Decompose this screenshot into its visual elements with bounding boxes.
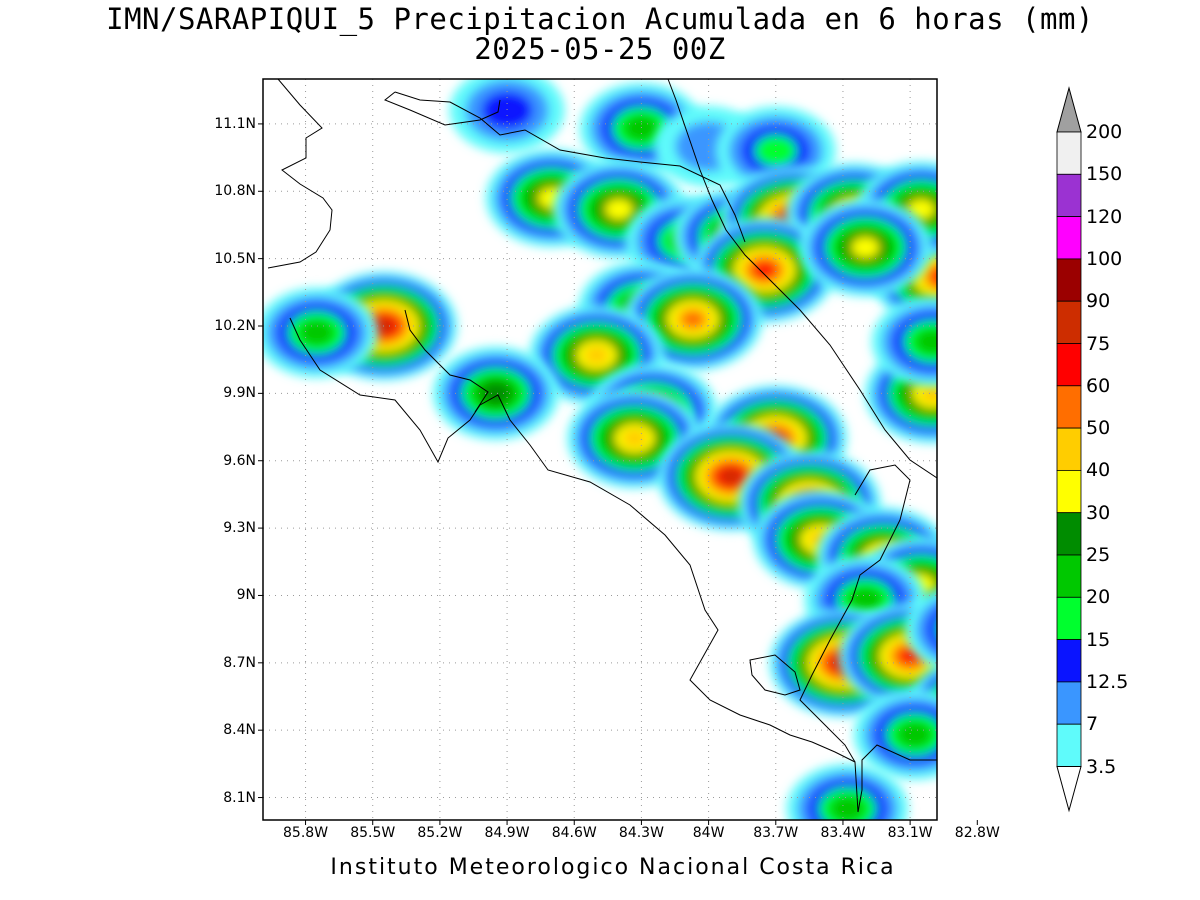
colorbar-swatch xyxy=(1056,131,1082,175)
lat-tick-label: 11.1N xyxy=(214,115,256,132)
lat-tick-label: 9.3N xyxy=(223,520,256,537)
caribbean-coastline xyxy=(667,79,937,479)
colorbar-swatch xyxy=(1056,596,1082,640)
colorbar-label: 12.5 xyxy=(1086,670,1129,693)
colorbar-over-triangle xyxy=(1056,86,1082,133)
colorbar-under-triangle xyxy=(1056,766,1082,813)
lat-tick-label: 9.6N xyxy=(223,452,256,469)
precip-cell xyxy=(263,287,378,378)
precip-cell xyxy=(786,763,909,820)
lon-tick-label: 85.5W xyxy=(350,825,396,841)
precip-cell xyxy=(657,422,805,531)
colorbar-swatch xyxy=(1056,385,1082,429)
colorbar-label: 40 xyxy=(1086,459,1111,482)
lon-tick-label: 82.8W xyxy=(954,825,1000,841)
colorbar-label: 60 xyxy=(1086,374,1111,397)
colorbar-label: 7 xyxy=(1086,713,1099,736)
precip-cell xyxy=(871,296,937,387)
credit-line: Instituto Meteorologico Nacional Costa R… xyxy=(330,855,896,880)
colorbar-label: 150 xyxy=(1086,163,1123,186)
coastline-borders xyxy=(267,79,937,813)
lat-tick-label: 9.9N xyxy=(223,385,256,402)
map-subtitle: 2025-05-25 00Z xyxy=(474,32,726,66)
colorbar-label: 75 xyxy=(1086,332,1111,355)
colorbar-label: 100 xyxy=(1086,247,1123,270)
colorbar-swatch xyxy=(1056,639,1082,683)
osa-peninsula xyxy=(749,654,801,696)
lat-tick-label: 8.1N xyxy=(223,789,256,806)
colorbar-swatch xyxy=(1056,512,1082,556)
nicaragua-border xyxy=(394,91,746,243)
precip-cell xyxy=(432,346,559,441)
plot-frame xyxy=(262,78,938,821)
colorbar-label: 30 xyxy=(1086,501,1111,524)
lat-tick-label: 8.4N xyxy=(223,722,256,739)
lon-tick-label: 83.1W xyxy=(887,825,933,841)
map-title: IMN/SARAPIQUI_5 Precipitacion Acumulada … xyxy=(106,2,1094,36)
lat-tick-label: 10.5N xyxy=(214,250,256,267)
colorbar-swatch xyxy=(1056,300,1082,344)
panama-border xyxy=(799,464,911,763)
colorbar-swatch xyxy=(1056,173,1082,218)
colorbar-swatch xyxy=(1056,427,1082,471)
lon-tick-label: 84.6W xyxy=(551,825,597,841)
colorbar-swatch xyxy=(1056,723,1082,767)
colorbar-swatch xyxy=(1056,216,1082,260)
colorbar-swatch xyxy=(1056,469,1082,514)
precip-cell xyxy=(853,689,937,780)
colorbar-label: 20 xyxy=(1086,586,1111,609)
precip-cell xyxy=(905,589,937,669)
lat-tick-label: 8.7N xyxy=(223,654,256,671)
colorbar-label: 200 xyxy=(1086,121,1123,143)
lon-tick-label: 83.4W xyxy=(820,825,866,841)
precip-cell xyxy=(449,79,565,154)
colorbar xyxy=(1056,86,1082,813)
lat-tick-label: 10.8N xyxy=(214,183,256,200)
lake-nicaragua-shore xyxy=(384,91,501,126)
colorbar-label: 3.5 xyxy=(1086,755,1117,778)
axis-ticks xyxy=(258,123,978,825)
colorbar-label: 90 xyxy=(1086,290,1111,313)
colorbar-label: 25 xyxy=(1086,544,1111,566)
precip-cell xyxy=(799,198,932,297)
precip-cell xyxy=(567,388,703,489)
colorbar-swatch xyxy=(1056,681,1082,725)
lon-tick-label: 84.3W xyxy=(618,825,664,841)
colorbar-swatch xyxy=(1056,343,1082,387)
lat-tick-label: 10.2N xyxy=(214,318,256,334)
lon-tick-label: 84W xyxy=(692,825,725,841)
lon-tick-label: 84.9W xyxy=(484,825,530,841)
nicaragua-coastline xyxy=(267,79,333,269)
lat-tick-label: 9N xyxy=(236,587,256,604)
colorbar-swatch xyxy=(1056,258,1082,302)
colorbar-label: 120 xyxy=(1086,205,1123,228)
colorbar-label: 15 xyxy=(1086,628,1111,651)
lon-tick-label: 85.2W xyxy=(417,825,463,841)
colorbar-label: 50 xyxy=(1086,417,1111,440)
grid-lines xyxy=(263,79,937,820)
lon-tick-label: 85.8W xyxy=(283,825,329,841)
precip-field xyxy=(263,79,937,820)
colorbar-swatch xyxy=(1056,554,1082,598)
pacific-coastline xyxy=(289,317,937,813)
lon-tick-label: 83.7W xyxy=(753,825,799,841)
gulf-nicoya-shore xyxy=(404,309,489,413)
